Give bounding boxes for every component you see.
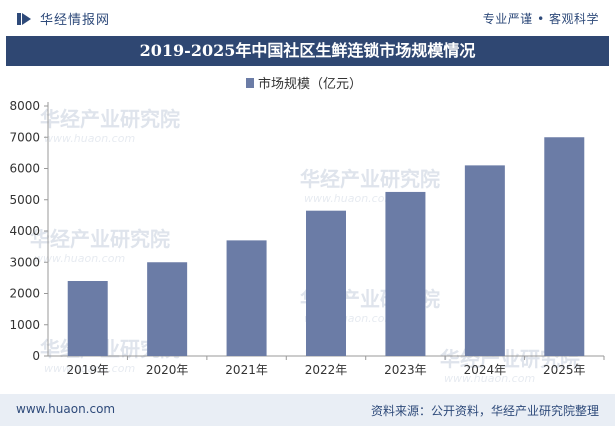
legend-label: 市场规模（亿元）: [258, 76, 362, 92]
bar: [67, 281, 108, 356]
footer-source: 资料来源：公开资料，华经产业研究院整理: [370, 404, 599, 418]
y-tick-label: 1000: [9, 318, 40, 332]
watermark-text: 华经产业研究院: [40, 107, 180, 131]
watermark-subtext: www.huaon.com: [34, 252, 125, 265]
watermark-subtext: www.huaon.com: [44, 132, 135, 145]
x-tick-label: 2021年: [225, 363, 268, 377]
bar: [306, 210, 346, 356]
x-axis-ticks: 2019年 2020年 2021年 2022年 2023年 2024年 2025年: [66, 356, 605, 377]
brand-name: 华经情报网: [40, 13, 111, 28]
slogan: 专业严谨 • 客观科学: [482, 12, 599, 26]
footer: www.huaon.com 资料来源：公开资料，华经产业研究院整理: [0, 394, 615, 426]
brand: 华经情报网: [16, 9, 110, 28]
brand-logo-icon: [17, 12, 31, 25]
bar: [544, 137, 585, 356]
y-tick-label: 5000: [9, 193, 40, 207]
y-tick-label: 7000: [9, 130, 40, 144]
bars: [67, 137, 585, 356]
watermark-text: 华经产业研究院: [30, 227, 170, 251]
bar: [147, 262, 188, 356]
chart-title: 2019-2025年中国社区生鲜连锁市场规模情况: [6, 36, 609, 66]
watermark-subtext: www.huaon.com: [444, 372, 535, 385]
bar-chart: 华经产业研究院www.huaon.com华经产业研究院www.huaon.com…: [9, 76, 605, 385]
bar: [464, 165, 505, 356]
x-tick-label: 2024年: [464, 363, 507, 377]
y-axis-ticks: 0 1000 2000 3000 4000 5000 6000 7000 8000: [9, 99, 48, 363]
x-tick-label: 2025年: [543, 363, 586, 377]
watermark-text: 华经产业研究院: [300, 167, 440, 191]
y-tick-label: 3000: [9, 255, 40, 269]
y-tick-label: 2000: [9, 287, 40, 301]
legend: 市场规模（亿元）: [246, 76, 362, 92]
x-tick-label: 2020年: [146, 363, 189, 377]
bar: [226, 240, 267, 356]
x-tick-label: 2023年: [384, 363, 427, 377]
x-tick-label: 2022年: [305, 363, 348, 377]
y-tick-label: 0: [32, 349, 40, 363]
y-tick-label: 8000: [9, 99, 40, 113]
top-bar: 华经情报网 专业严谨 • 客观科学: [0, 0, 615, 36]
watermark-subtext: www.huaon.com: [44, 362, 135, 375]
y-tick-label: 6000: [9, 162, 40, 176]
x-tick-label: 2019年: [66, 363, 109, 377]
legend-swatch: [246, 78, 254, 88]
watermark-subtext: www.huaon.com: [304, 192, 395, 205]
bar: [385, 191, 426, 356]
y-tick-label: 4000: [9, 224, 40, 238]
footer-site-link[interactable]: www.huaon.com: [16, 402, 116, 416]
